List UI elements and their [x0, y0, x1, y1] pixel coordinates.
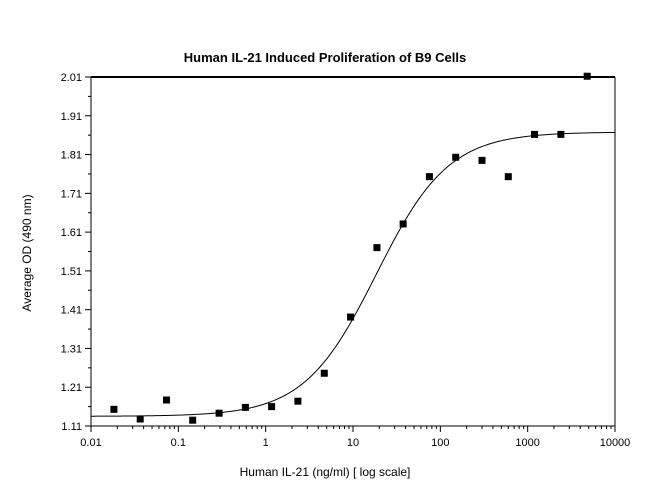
y-tick-label: 1.21 [61, 382, 82, 394]
y-tick-label: 1.91 [61, 111, 82, 123]
y-tick-label: 1.81 [61, 150, 82, 162]
data-point [373, 244, 381, 252]
data-point [531, 130, 539, 138]
y-tick-label: 1.71 [61, 188, 82, 200]
data-point [189, 416, 197, 424]
x-tick-label: 0.1 [171, 437, 186, 449]
data-point [215, 409, 223, 417]
y-tick-label: 1.11 [61, 421, 82, 433]
fit-curve [90, 131, 616, 417]
x-axis-label: Human IL-21 (ng/ml) [ log scale] [239, 465, 411, 479]
axes: 0.01 0.1 1 10 100 1000 10000 1.11 1.21 1.31 1.41 1.… [61, 72, 631, 449]
data-point [110, 405, 118, 413]
data-point [136, 415, 144, 423]
x-tick-label: 100 [431, 437, 449, 449]
data-point [320, 369, 328, 377]
y-tick-label: 1.41 [61, 305, 82, 317]
data-point [163, 396, 171, 404]
data-point [347, 313, 355, 321]
data-point [452, 153, 460, 161]
x-tick-label: 10000 [600, 437, 631, 449]
x-tick-label: 1 [263, 437, 269, 449]
data-point [557, 130, 565, 138]
fit-curve-layer [90, 131, 616, 417]
y-tick-label: 2.01 [61, 72, 82, 84]
x-tick-label: 1000 [515, 437, 539, 449]
x-tick-label: 10 [347, 437, 359, 449]
data-point [478, 156, 486, 164]
x-tick-label: 0.01 [80, 437, 101, 449]
y-tick-label: 1.61 [61, 227, 82, 239]
y-tick-label: 1.51 [61, 266, 82, 278]
data-point [583, 72, 591, 80]
y-tick-label: 1.31 [61, 343, 82, 355]
data-point [504, 173, 512, 181]
chart-title: Human IL-21 Induced Proliferation of B9 … [183, 50, 467, 65]
data-point [294, 397, 302, 405]
data-point [425, 173, 433, 181]
data-point [268, 403, 276, 411]
data-point [399, 220, 407, 228]
data-point [241, 403, 249, 411]
data-points [110, 72, 591, 424]
